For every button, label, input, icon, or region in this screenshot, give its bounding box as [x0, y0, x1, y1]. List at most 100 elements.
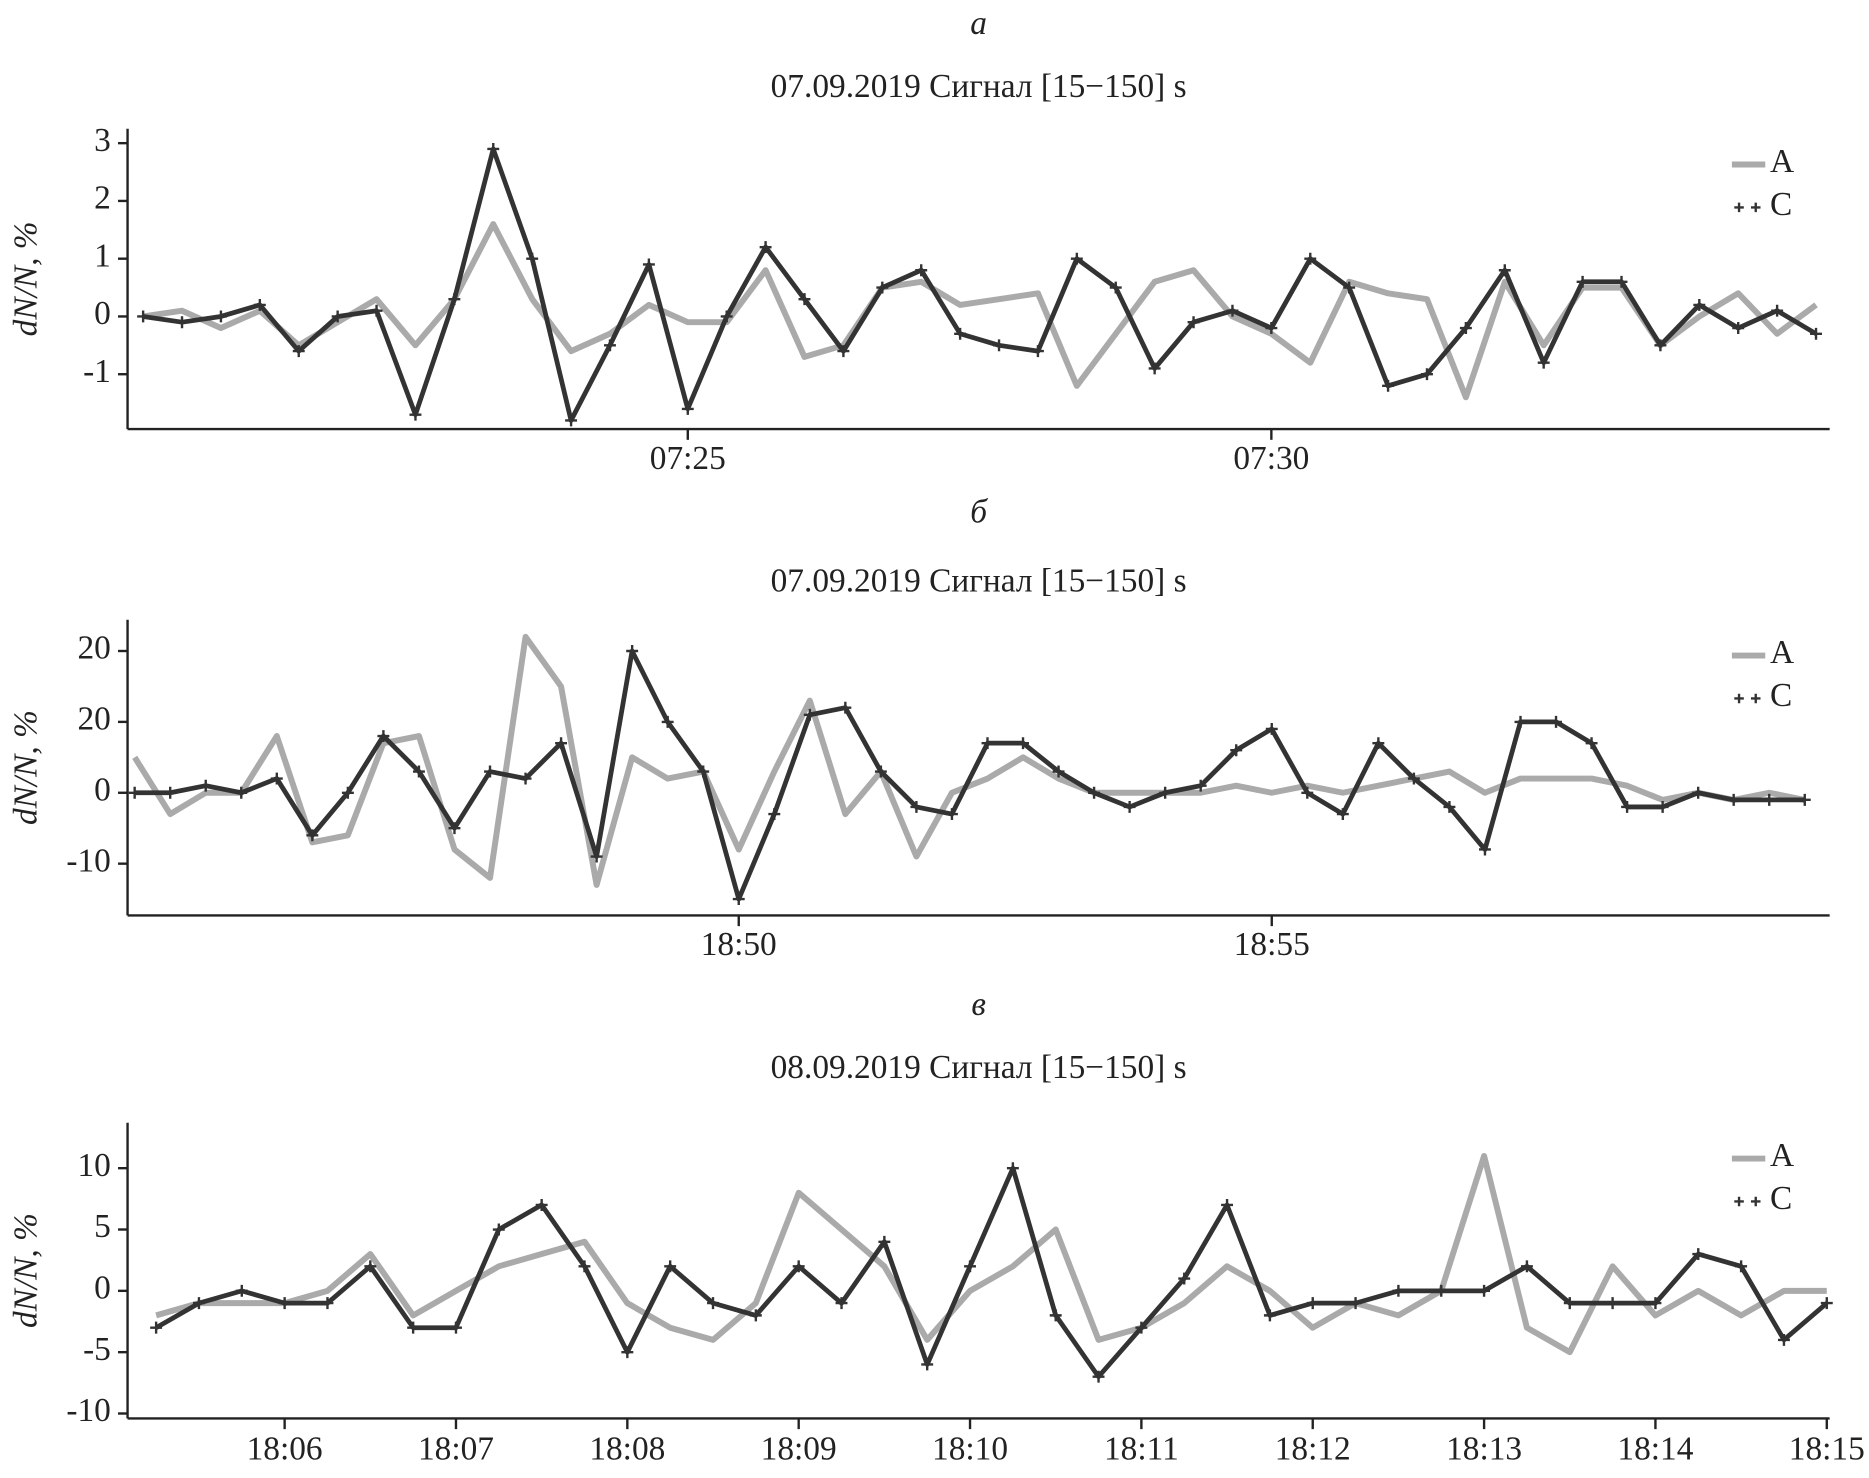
plus-marker	[164, 786, 177, 799]
x-tick-label: 18:13	[1446, 1430, 1522, 1467]
plus-marker	[1727, 793, 1740, 806]
plus-marker	[1763, 793, 1776, 806]
plus-marker	[176, 316, 188, 329]
legend-marker	[1734, 202, 1744, 213]
plus-marker	[921, 1358, 934, 1371]
x-tick-label: 18:50	[701, 926, 777, 963]
chart-title: 08.09.2019 Сигнал [15−150] s	[771, 1049, 1187, 1086]
y-tick-label: 1	[94, 237, 111, 274]
x-tick-label: 18:08	[589, 1430, 665, 1467]
plus-marker	[214, 310, 227, 323]
plus-marker	[1550, 715, 1562, 728]
plus-marker	[1372, 737, 1385, 750]
plus-marker	[759, 241, 772, 254]
y-tick-label: 0	[94, 1269, 111, 1306]
plus-marker	[1606, 1297, 1619, 1310]
plus-marker	[749, 1309, 762, 1322]
plus-marker	[1221, 1199, 1234, 1211]
plus-marker	[137, 310, 150, 323]
plus-marker	[835, 1297, 848, 1310]
plus-marker	[409, 408, 422, 421]
plus-marker	[915, 264, 928, 277]
plus-marker	[1148, 362, 1161, 375]
x-tick-label: 07:25	[650, 440, 726, 477]
plus-marker	[1732, 322, 1745, 334]
x-tick-label: 18:07	[418, 1430, 494, 1467]
plus-marker	[1301, 786, 1314, 799]
plus-marker	[306, 829, 319, 842]
plus-marker	[876, 281, 889, 294]
series-line	[132, 633, 1806, 888]
plus-marker	[448, 822, 461, 835]
plus-marker	[199, 779, 212, 792]
plus-marker	[664, 1260, 677, 1273]
plus-marker	[1735, 1260, 1748, 1273]
plus-marker	[235, 786, 248, 799]
plus-marker	[1443, 800, 1456, 813]
plus-marker	[370, 304, 383, 317]
series-line	[155, 1152, 1827, 1356]
plus-marker	[910, 800, 923, 813]
plus-marker	[364, 1260, 377, 1273]
plus-marker	[1649, 1297, 1662, 1310]
plus-marker	[1656, 800, 1669, 813]
plus-marker	[993, 339, 1005, 352]
plus-marker	[954, 327, 967, 340]
plus-marker	[377, 730, 390, 743]
plus-marker	[1049, 1309, 1062, 1322]
panel-label: в	[971, 986, 985, 1023]
plus-marker	[487, 142, 500, 155]
legend-marker	[1750, 1196, 1761, 1207]
plus-marker	[1537, 356, 1550, 369]
plus-marker	[235, 1284, 248, 1297]
plus-marker	[565, 414, 578, 427]
plus-marker	[1017, 737, 1029, 750]
plus-marker	[1109, 281, 1122, 294]
plus-marker	[331, 310, 344, 323]
legend-label: C	[1770, 1180, 1792, 1217]
plus-marker	[1159, 786, 1172, 799]
plus-marker	[768, 808, 781, 820]
plus-marker	[681, 402, 694, 415]
plus-marker	[1478, 1284, 1491, 1297]
plus-marker	[1692, 786, 1705, 799]
plus-marker	[1226, 304, 1239, 317]
panel-label: а	[970, 5, 987, 42]
plus-marker	[519, 772, 532, 785]
plus-marker	[720, 310, 733, 323]
x-tick-label: 18:12	[1275, 1430, 1351, 1467]
plus-marker	[1306, 1297, 1319, 1310]
plus-marker	[128, 786, 141, 799]
plus-marker	[1336, 808, 1349, 820]
plus-marker	[1070, 252, 1083, 265]
panel-label: б	[970, 494, 988, 531]
legend-marker	[1750, 693, 1761, 704]
x-tick-label: 18:06	[247, 1430, 323, 1467]
plus-marker	[555, 737, 568, 750]
y-tick-label: 0	[94, 771, 111, 808]
plus-marker	[448, 293, 461, 306]
plus-marker	[661, 715, 674, 728]
plus-marker	[1265, 322, 1278, 334]
plus-marker	[1478, 843, 1491, 856]
plus-marker	[837, 345, 850, 358]
plus-marker	[1265, 723, 1278, 735]
plus-marker	[590, 850, 603, 863]
legend-marker	[1750, 202, 1761, 213]
plus-marker	[1230, 744, 1243, 757]
plus-marker	[732, 893, 745, 906]
legend-label: C	[1770, 186, 1792, 223]
y-tick-label: 20	[78, 630, 111, 667]
plus-marker	[839, 701, 852, 714]
plus-marker	[1615, 275, 1628, 288]
legend-label: A	[1770, 634, 1794, 671]
series-line	[142, 221, 1818, 401]
plus-marker	[707, 1297, 719, 1310]
y-tick-label: 3	[94, 122, 111, 159]
y-tick-label: -10	[66, 842, 110, 879]
plus-marker	[1187, 316, 1200, 329]
plus-marker	[1654, 339, 1667, 352]
plus-marker	[1052, 765, 1065, 778]
plus-marker	[798, 293, 811, 306]
